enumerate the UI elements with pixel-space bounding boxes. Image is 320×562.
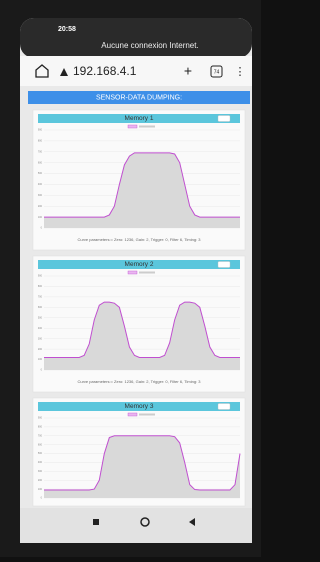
y-tick-label: 300 xyxy=(38,470,43,473)
tab-count: 74 xyxy=(214,69,220,75)
recents-button[interactable] xyxy=(93,519,99,525)
caption: Curve parameters:= Zero: 1236, Gain: 2, … xyxy=(77,379,201,384)
chart-title: Memory 2 xyxy=(125,261,154,268)
y-tick-label: 200 xyxy=(38,348,43,351)
y-tick-label: 900 xyxy=(38,417,43,420)
status-area xyxy=(20,18,252,58)
legend-label xyxy=(139,272,155,274)
menu-button[interactable]: ⋮ xyxy=(235,66,246,78)
y-tick-label: 400 xyxy=(38,461,43,464)
y-tick-label: 300 xyxy=(38,337,43,340)
url[interactable]: 192.168.4.1 xyxy=(73,64,137,78)
y-tick-label: 500 xyxy=(38,172,43,175)
y-tick-label: 500 xyxy=(38,452,43,455)
page: 20:58 Aucune connexion Internet. 192.168… xyxy=(0,0,261,557)
chart-button[interactable] xyxy=(218,404,230,410)
y-tick-label: 800 xyxy=(38,426,43,429)
chart-title: Memory 1 xyxy=(125,115,154,122)
caption: Curve parameters:= Zero: 1236, Gain: 2, … xyxy=(77,237,201,242)
legend-swatch xyxy=(128,125,137,128)
y-tick-label: 300 xyxy=(38,194,43,197)
y-tick-label: 700 xyxy=(38,150,43,153)
y-tick-label: 900 xyxy=(38,129,43,132)
chart-panel xyxy=(33,256,245,392)
legend-label xyxy=(139,126,155,128)
legend-label xyxy=(139,414,155,416)
y-tick-label: 700 xyxy=(38,434,43,437)
legend-swatch xyxy=(128,271,137,274)
time: 20:58 xyxy=(58,26,76,33)
charts: Memory 10100200300400500600700800900Curv… xyxy=(33,110,245,506)
y-tick-label: 100 xyxy=(38,358,43,361)
y-tick-label: 600 xyxy=(38,161,43,164)
chart-button[interactable] xyxy=(218,262,230,268)
y-tick-label: 900 xyxy=(38,275,43,278)
y-tick-label: 500 xyxy=(38,316,43,319)
new-tab[interactable]: + xyxy=(184,63,192,79)
y-tick-label: 600 xyxy=(38,306,43,309)
chart-button[interactable] xyxy=(218,116,230,122)
legend-swatch xyxy=(128,413,137,416)
y-tick-label: 200 xyxy=(38,205,43,208)
y-tick-label: 600 xyxy=(38,443,43,446)
y-tick-label: 700 xyxy=(38,296,43,299)
y-tick-label: 800 xyxy=(38,285,43,288)
phone: 20:58 Aucune connexion Internet. 192.168… xyxy=(0,0,261,557)
notice: Aucune connexion Internet. xyxy=(101,41,198,50)
chart-title: Memory 3 xyxy=(125,403,154,410)
y-tick-label: 400 xyxy=(38,183,43,186)
y-tick-label: 800 xyxy=(38,140,43,143)
heading: SENSOR-DATA DUMPING: xyxy=(96,94,182,101)
y-tick-label: 200 xyxy=(38,479,43,482)
y-tick-label: 100 xyxy=(38,216,43,219)
y-tick-label: 400 xyxy=(38,327,43,330)
nav-bar xyxy=(20,508,252,543)
y-tick-label: 100 xyxy=(38,488,43,491)
